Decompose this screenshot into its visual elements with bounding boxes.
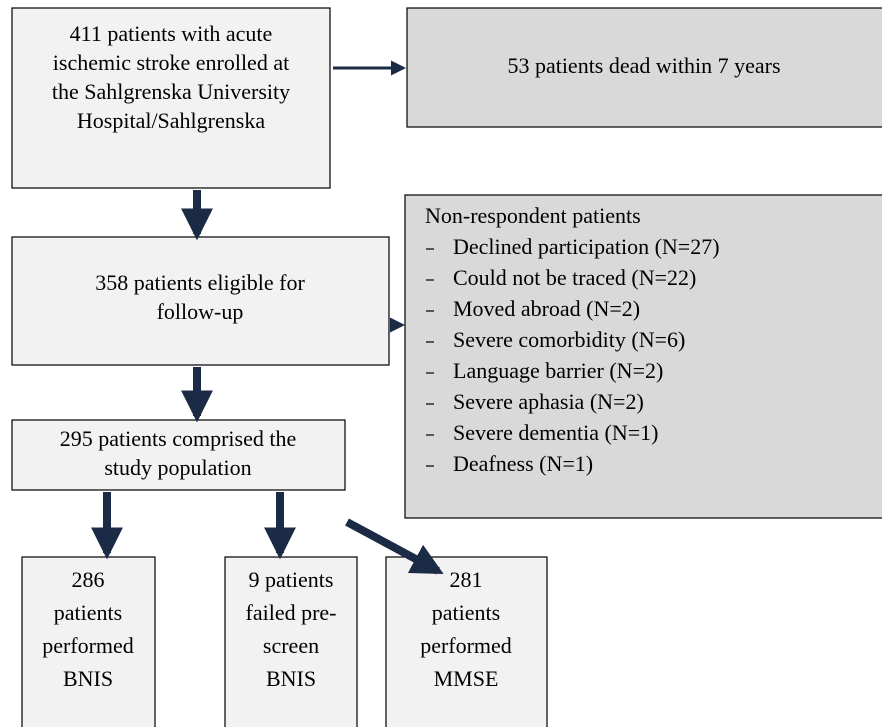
node-text: 411 patients with acute	[70, 21, 273, 46]
node-text: 9 patients	[249, 567, 334, 592]
node-text: MMSE	[434, 666, 499, 691]
box-dead	[406, 7, 882, 128]
arrow	[345, 518, 444, 575]
node-text: 53 patients dead within 7 years	[507, 53, 780, 78]
node-text: performed	[42, 633, 134, 658]
node-text: ischemic stroke enrolled at	[53, 50, 289, 75]
node-text: 281	[450, 567, 483, 592]
box-eligible	[11, 236, 390, 366]
node-text: BNIS	[266, 666, 316, 691]
list-item: Moved abroad (N=2)	[453, 296, 640, 321]
node-text: the Sahlgrenska University	[52, 79, 290, 104]
list-item: Severe aphasia (N=2)	[453, 389, 644, 414]
box-bnis	[21, 556, 156, 727]
node-text: 286	[72, 567, 105, 592]
list-item: Declined participation (N=27)	[453, 234, 720, 259]
list-item: Language barrier (N=2)	[453, 358, 663, 383]
node-text: patients	[432, 600, 500, 625]
list-item: Severe dementia (N=1)	[453, 420, 658, 445]
list-item: Could not be traced (N=22)	[453, 265, 696, 290]
node-text: BNIS	[63, 666, 113, 691]
list-title: Non-respondent patients	[425, 203, 641, 228]
node-text: 358 patients eligible for	[95, 270, 305, 295]
node-text: 295 patients comprised the	[60, 426, 296, 451]
node-text: failed pre-	[246, 600, 337, 625]
box-mmse	[385, 556, 548, 727]
box-non-respondent	[404, 194, 882, 519]
node-text: screen	[263, 633, 319, 658]
node-text: patients	[54, 600, 122, 625]
list-item: Severe comorbidity (N=6)	[453, 327, 685, 352]
node-text: follow-up	[157, 299, 244, 324]
box-enrolled	[11, 7, 331, 189]
node-text: performed	[420, 633, 512, 658]
box-study-population	[11, 419, 346, 491]
list-item: Deafness (N=1)	[453, 451, 593, 476]
node-text: Hospital/Sahlgrenska	[77, 108, 265, 133]
node-text: study population	[104, 455, 251, 480]
